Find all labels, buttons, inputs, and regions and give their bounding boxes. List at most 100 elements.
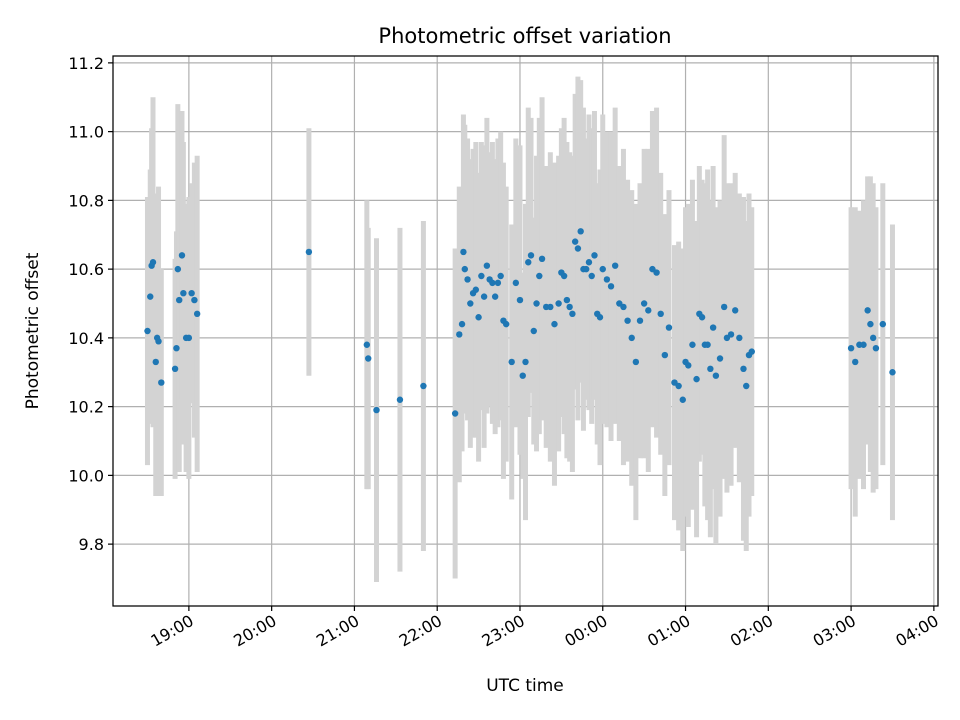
data-point	[555, 300, 562, 307]
data-point	[879, 320, 887, 328]
y-tick-label: 10.8	[68, 191, 104, 210]
data-point	[716, 355, 724, 362]
data-point	[640, 300, 648, 307]
data-point	[560, 272, 568, 280]
data-point	[512, 279, 520, 287]
data-point	[158, 379, 165, 386]
data-point	[365, 355, 372, 362]
y-axis: 9.8 10.0 10.2 10.4 10.6 10.8 11.0 11.2	[68, 54, 113, 554]
x-axis-label: UTC time	[486, 676, 564, 696]
data-point	[480, 293, 488, 300]
data-point	[583, 265, 590, 273]
data-point	[628, 334, 635, 342]
data-point	[489, 279, 496, 287]
data-point	[591, 252, 598, 259]
data-point	[620, 303, 627, 311]
data-point	[174, 265, 182, 273]
y-tick-label: 10.4	[68, 329, 104, 348]
data-point	[460, 248, 467, 256]
data-point	[472, 286, 480, 293]
data-point	[144, 327, 151, 335]
data-point	[530, 327, 537, 335]
chart-title: Photometric offset variation	[378, 24, 671, 48]
data-point	[704, 341, 711, 348]
data-point	[508, 358, 515, 366]
data-point	[860, 341, 867, 348]
data-point	[569, 310, 576, 318]
y-tick-label: 10.0	[68, 466, 104, 485]
data-point	[563, 296, 571, 304]
data-point	[743, 382, 750, 390]
data-point	[731, 307, 739, 314]
data-point	[467, 300, 474, 307]
data-point	[867, 320, 874, 328]
data-point	[396, 396, 404, 403]
data-point	[698, 314, 706, 321]
data-point	[720, 303, 728, 311]
data-point	[502, 320, 510, 328]
data-point	[748, 348, 755, 355]
data-point	[525, 259, 532, 266]
data-point	[491, 293, 499, 300]
data-point	[599, 265, 606, 273]
data-point	[693, 375, 700, 383]
data-point	[645, 307, 652, 314]
data-point	[178, 252, 186, 259]
data-point	[478, 272, 485, 280]
data-point	[653, 269, 660, 276]
data-point	[191, 296, 198, 304]
data-point	[497, 272, 504, 280]
data-point	[632, 358, 640, 366]
data-point	[685, 362, 692, 369]
data-point	[527, 252, 535, 259]
data-point	[847, 344, 855, 352]
data-point	[551, 320, 558, 328]
data-point	[585, 259, 593, 266]
data-point	[547, 303, 554, 311]
data-point	[577, 228, 584, 235]
data-point	[661, 351, 669, 359]
data-point	[624, 317, 631, 324]
data-point	[185, 334, 193, 342]
data-point	[456, 331, 463, 338]
data-point	[176, 296, 183, 304]
data-point	[305, 248, 313, 256]
y-tick-label: 10.6	[68, 260, 104, 279]
plot-frame	[112, 55, 939, 607]
data-point	[519, 372, 526, 379]
data-point	[516, 296, 524, 304]
data-point	[475, 314, 482, 321]
data-point	[571, 238, 579, 245]
y-tick-label: 10.2	[68, 398, 104, 417]
y-tick-label: 11.0	[68, 123, 104, 142]
data-point	[522, 358, 529, 366]
data-point	[709, 324, 717, 331]
data-point	[363, 341, 371, 348]
y-axis-label: Photometric offset	[23, 252, 43, 409]
data-point	[152, 358, 159, 366]
data-point	[740, 365, 747, 373]
data-point	[712, 372, 720, 379]
data-point	[574, 245, 582, 252]
data-point	[603, 276, 611, 283]
data-point	[872, 344, 880, 352]
data-point	[889, 369, 896, 376]
data-point	[852, 358, 859, 366]
data-point	[149, 259, 157, 266]
data-point	[588, 272, 595, 280]
data-point	[736, 334, 743, 342]
data-point	[373, 406, 380, 414]
data-point	[665, 324, 673, 331]
data-point	[171, 365, 179, 373]
data-point	[675, 382, 682, 390]
data-point	[596, 314, 604, 321]
data-point	[538, 255, 546, 263]
data-point	[180, 289, 187, 297]
data-point	[636, 317, 644, 324]
data-point	[566, 303, 573, 311]
data-point	[464, 276, 471, 283]
data-point	[533, 300, 540, 307]
data-point	[155, 338, 162, 345]
data-point	[147, 293, 154, 300]
